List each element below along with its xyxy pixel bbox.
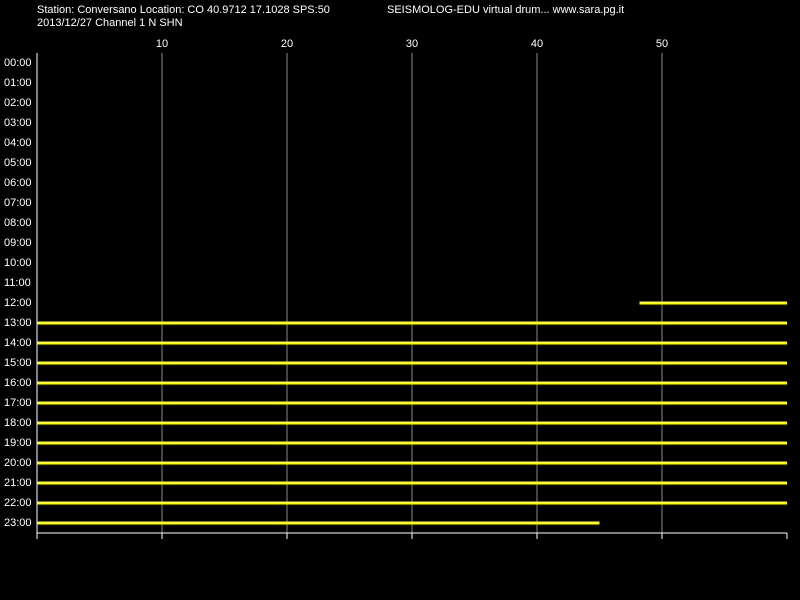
row-label: 09:00 [4, 237, 32, 249]
seismic-trace [37, 401, 787, 405]
row-label: 12:00 [4, 297, 32, 309]
chart-subtitle: SEISMOLOG-EDU virtual drum... www.sara.p… [387, 4, 624, 16]
seismic-trace [37, 501, 787, 505]
row-label: 02:00 [4, 97, 32, 109]
row-label: 10:00 [4, 257, 32, 269]
row-label: 14:00 [4, 337, 32, 349]
seismic-trace [37, 441, 787, 445]
x-tick-label: 20 [281, 38, 293, 50]
seismic-trace [37, 341, 787, 345]
row-label: 03:00 [4, 117, 32, 129]
seismic-trace [37, 321, 787, 325]
seismic-trace [37, 481, 787, 485]
x-tick-label: 30 [406, 38, 418, 50]
seismic-trace [639, 301, 787, 305]
x-tick-label: 50 [656, 38, 668, 50]
row-label: 04:00 [4, 137, 32, 149]
row-label: 08:00 [4, 217, 32, 229]
row-label: 23:00 [4, 517, 32, 529]
chart-caption: 2013/12/27 Channel 1 N SHN [37, 17, 183, 29]
x-tick-label: 10 [156, 38, 168, 50]
row-label: 21:00 [4, 477, 32, 489]
x-tick-label: 40 [531, 38, 543, 50]
row-label: 00:00 [4, 57, 32, 69]
seismic-trace [37, 361, 787, 365]
row-label: 16:00 [4, 377, 32, 389]
row-label: 06:00 [4, 177, 32, 189]
seismic-trace [37, 381, 787, 385]
row-label: 05:00 [4, 157, 32, 169]
row-label: 18:00 [4, 417, 32, 429]
row-label: 07:00 [4, 197, 32, 209]
row-label: 01:00 [4, 77, 32, 89]
row-label: 15:00 [4, 357, 32, 369]
chart-title: Station: Conversano Location: CO 40.9712… [37, 4, 330, 16]
row-label: 19:00 [4, 437, 32, 449]
seismic-trace [37, 521, 600, 525]
row-label: 13:00 [4, 317, 32, 329]
row-label: 11:00 [4, 277, 31, 289]
row-label: 20:00 [4, 457, 32, 469]
row-label: 17:00 [4, 397, 32, 409]
seismic-trace [37, 421, 787, 425]
row-label: 22:00 [4, 497, 32, 509]
seismic-trace [37, 461, 787, 465]
